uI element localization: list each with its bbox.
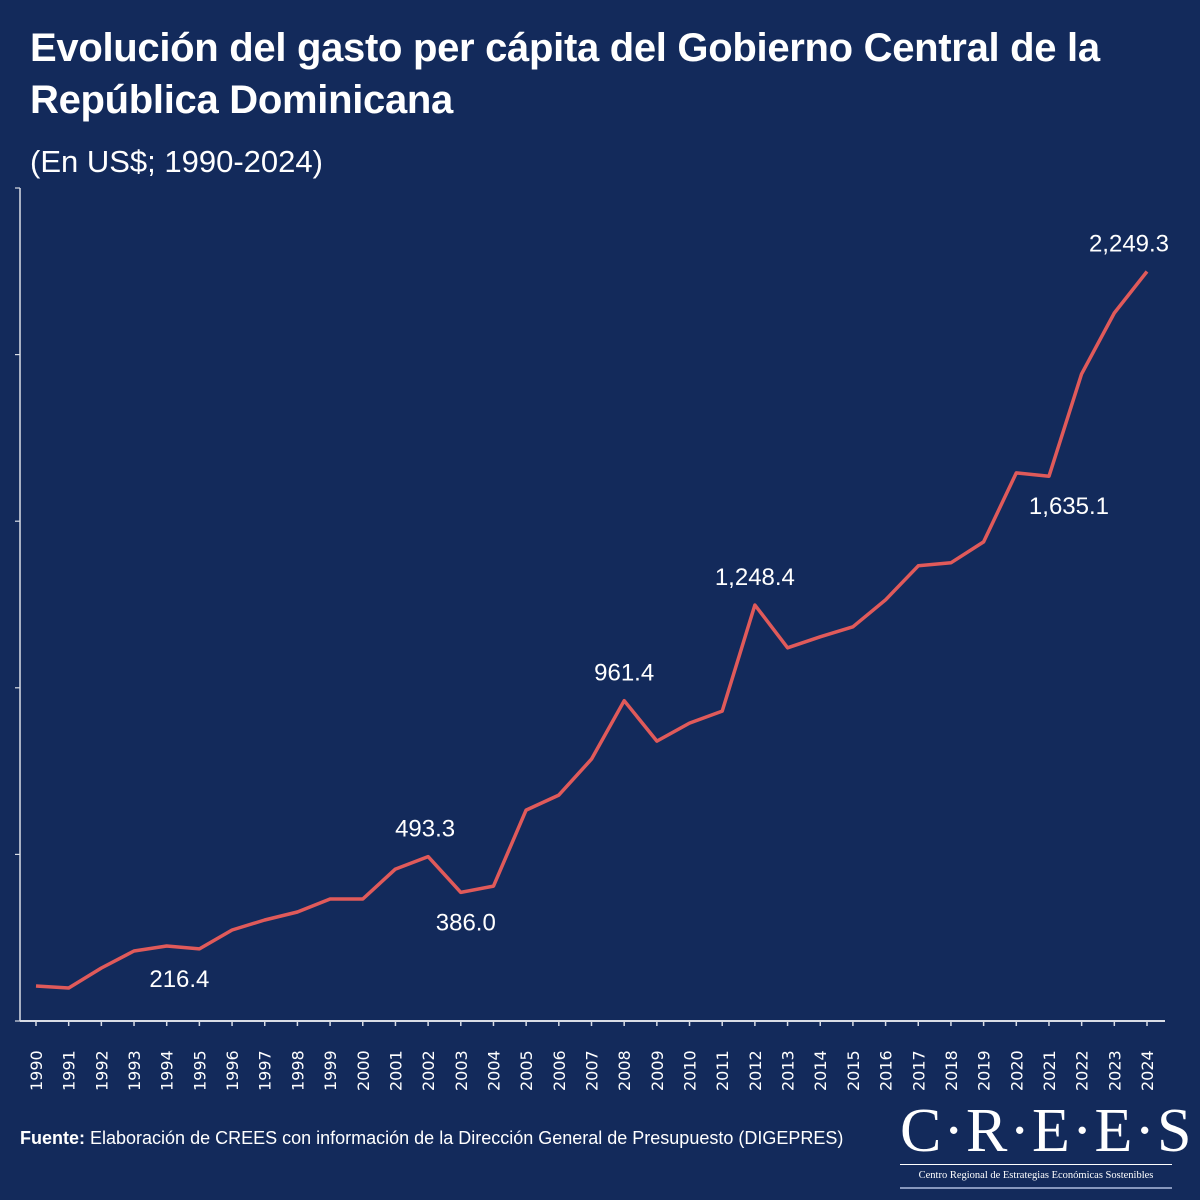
- x-tick-label: 2019: [975, 1050, 994, 1091]
- x-tick-label: 2015: [844, 1050, 863, 1091]
- x-tick-label: 2000: [354, 1050, 373, 1091]
- x-tick-label: 2024: [1138, 1050, 1157, 1091]
- axis-ticks: [15, 187, 1148, 1026]
- data-label: 216.4: [149, 966, 209, 993]
- x-tick-label: 1994: [158, 1050, 177, 1091]
- x-tick-label: 2020: [1007, 1050, 1026, 1091]
- x-tick-label: 2011: [713, 1050, 732, 1091]
- series-line: [35, 270, 1149, 990]
- x-tick-label: 2016: [877, 1050, 896, 1091]
- data-label: 2,249.3: [1089, 231, 1169, 258]
- x-tick-label: 2022: [1073, 1050, 1092, 1091]
- x-tick-label: 1998: [288, 1050, 307, 1091]
- x-tick-label: 1993: [125, 1050, 144, 1091]
- x-tick-label: 1999: [321, 1050, 340, 1091]
- x-tick-label: 1996: [223, 1050, 242, 1091]
- data-label: 1,248.4: [715, 564, 795, 591]
- x-tick-label: 2004: [484, 1050, 503, 1091]
- x-tick-label: 2009: [648, 1050, 667, 1091]
- x-tick-label: 2013: [779, 1050, 798, 1091]
- x-tick-label: 2005: [517, 1050, 536, 1091]
- logo-underline: [900, 1187, 1172, 1189]
- chart-title: Evolución del gasto per cápita del Gobie…: [30, 26, 1100, 122]
- crees-logo: C·R·E·E·S Centro Regional de Estrategias…: [900, 1097, 1194, 1189]
- series-layer: [35, 270, 1149, 990]
- x-tick-label: 2006: [550, 1050, 569, 1091]
- source-label: Fuente:: [20, 1128, 85, 1148]
- data-label: 1,635.1: [1029, 493, 1109, 520]
- x-tick-label: 1997: [256, 1050, 275, 1091]
- x-tick-label: 2002: [419, 1050, 438, 1091]
- source-text: Elaboración de CREES con información de …: [85, 1128, 844, 1148]
- x-tick-label: 1995: [190, 1050, 209, 1091]
- x-tick-label: 2021: [1040, 1050, 1059, 1091]
- x-tick-labels: 1990 1991 1992 1993 1994 1995 1996 1997 1998 1999…: [27, 1050, 1157, 1091]
- data-label: 386.0: [436, 909, 496, 936]
- x-tick-label: 1992: [92, 1050, 111, 1091]
- axes: [19, 188, 1165, 1022]
- data-label: 493.3: [395, 816, 455, 843]
- logo-tagline: Centro Regional de Estrategias Económica…: [918, 1170, 1154, 1181]
- chart-subtitle: (En US$; 1990-2024): [30, 144, 323, 179]
- data-labels: 216.4 493.3 386.0 961.4 1,248.4 1,635.1 2,249.…: [149, 231, 1169, 993]
- x-tick-label: 2003: [452, 1050, 471, 1091]
- x-tick-label: 2023: [1105, 1050, 1124, 1091]
- x-tick-label: 2001: [386, 1050, 405, 1091]
- source-note: Fuente: Elaboración de CREES con informa…: [20, 1124, 880, 1152]
- x-tick-label: 1991: [60, 1050, 79, 1091]
- x-tick-label: 2008: [615, 1050, 634, 1091]
- x-tick-label: 2007: [583, 1050, 602, 1091]
- logo-divider: [900, 1164, 1172, 1165]
- x-tick-label: 2012: [746, 1050, 765, 1091]
- data-label: 961.4: [594, 660, 654, 687]
- x-tick-label: 2010: [681, 1050, 700, 1091]
- x-tick-label: 2014: [811, 1050, 830, 1091]
- x-tick-label: 2017: [909, 1050, 928, 1091]
- x-tick-label: 1990: [27, 1050, 46, 1091]
- x-tick-label: 2018: [942, 1050, 961, 1091]
- logo-wordmark: C·R·E·E·S: [900, 1097, 1194, 1165]
